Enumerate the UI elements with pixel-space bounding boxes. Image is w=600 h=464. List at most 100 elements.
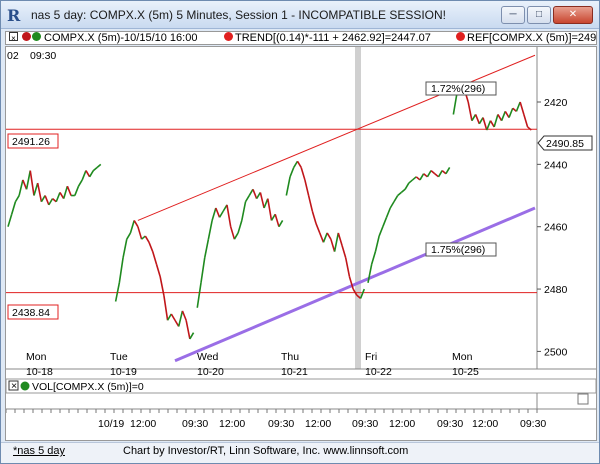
price-segment <box>144 235 150 243</box>
price-segment <box>382 217 388 228</box>
price-segment <box>263 198 269 209</box>
minimize-button[interactable]: ─ <box>501 6 525 24</box>
y-tick-label: 2480 <box>544 284 568 296</box>
price-segment <box>445 167 451 175</box>
price-segment <box>504 110 510 118</box>
price-segment <box>497 114 503 122</box>
price-segment <box>393 195 399 203</box>
price-segment <box>527 126 532 131</box>
trend-line <box>137 54 536 221</box>
x-axis-label: 09:30 <box>352 418 378 430</box>
y-tick-label: 2420 <box>544 97 568 109</box>
close-icon: ✕ <box>568 9 578 20</box>
price-segment <box>25 170 32 190</box>
price-segment <box>307 195 314 212</box>
price-segment <box>478 117 484 125</box>
price-segment <box>126 232 132 240</box>
price-segment <box>304 179 310 196</box>
lower-channel-annotation-text: 1.75%(296) <box>431 244 485 256</box>
price-segment <box>352 288 358 296</box>
price-segment <box>22 179 28 190</box>
price-segment <box>319 232 325 243</box>
price-segment <box>163 295 169 321</box>
price-segment <box>474 114 481 125</box>
day-label: Wed <box>197 351 219 363</box>
close-button[interactable]: ✕ <box>553 6 593 24</box>
date-label: 10-21 <box>281 366 308 378</box>
legend-main-series[interactable]: COMPX.X (5m)-10/15/10 16:00 <box>44 32 198 44</box>
price-segment <box>189 332 195 340</box>
price-segment <box>367 263 373 283</box>
trend-color-dot-icon <box>224 32 233 41</box>
top-time-label: 02 <box>7 50 19 62</box>
price-segment <box>515 101 521 112</box>
maximize-icon: □ <box>535 9 543 20</box>
volume-legend[interactable]: VOL[COMPX.X (5m)]=0 <box>32 381 144 393</box>
price-segment <box>18 179 24 196</box>
lower-ref-price-label: 2438.84 <box>7 304 59 320</box>
volume-close-box-icon[interactable] <box>8 380 19 391</box>
legend-ref[interactable]: REF[COMPX.X (5m)]=249 <box>467 32 597 44</box>
price-segment <box>133 220 139 228</box>
price-segment <box>389 201 395 209</box>
price-segment <box>300 167 306 181</box>
current-price-label: 2490.85 <box>537 135 593 151</box>
x-axis-label: 12:00 <box>389 418 415 430</box>
price-segment <box>408 179 414 184</box>
price-segment <box>226 204 232 227</box>
chart-credit: Chart by Investor/RT, Linn Software, Inc… <box>123 445 409 457</box>
date-label: 10-20 <box>197 366 224 378</box>
x-axis-label: 09:30 <box>182 418 208 430</box>
day-label: Mon <box>26 351 47 363</box>
price-segment <box>137 226 143 240</box>
price-segment <box>248 188 254 196</box>
price-segment <box>159 276 165 296</box>
x-axis-label: 12:00 <box>305 418 331 430</box>
price-chart[interactable]: 02 09:30 2500 2480 2460 2440 2420 2491.26 24… <box>5 47 597 440</box>
price-segment <box>55 192 61 203</box>
price-segment <box>36 182 43 202</box>
price-segment <box>259 192 265 209</box>
price-segment <box>44 195 50 206</box>
price-segment <box>215 207 221 218</box>
maximize-button[interactable]: □ <box>527 6 551 24</box>
price-segment <box>489 120 495 128</box>
legend-close-box-icon[interactable]: × <box>9 32 18 43</box>
date-label: 10-18 <box>26 366 53 378</box>
chart-area[interactable]: 02 09:30 2500 2480 2460 2440 2420 2491.26 24… <box>5 46 597 441</box>
price-segment <box>218 210 224 218</box>
day-label: Tue <box>110 351 128 363</box>
volume-color-dot-icon <box>20 381 30 391</box>
channel-lines <box>137 54 536 363</box>
price-segment <box>267 198 273 221</box>
price-segment <box>437 170 443 178</box>
volume-pane-close-icon[interactable] <box>577 393 589 405</box>
legend-trend[interactable]: TREND[(0.14)*-111 + 2462.92]=2447.07 <box>235 32 431 44</box>
price-segment <box>203 239 210 259</box>
price-segment <box>296 160 302 168</box>
price-segment <box>59 192 65 200</box>
price-segment <box>244 195 250 203</box>
price-segment <box>33 182 39 196</box>
y-tick-label: 2460 <box>544 222 568 234</box>
price-segment <box>359 288 366 299</box>
price-segment <box>285 176 291 196</box>
price-segment <box>151 251 158 265</box>
price-segment <box>333 232 340 252</box>
investor-rt-app-icon[interactable]: R <box>7 6 21 25</box>
status-bar: *nas 5 day Chart by Investor/RT, Linn So… <box>1 442 599 463</box>
price-segment <box>400 188 406 194</box>
price-segment <box>426 170 432 178</box>
price-segment <box>148 241 154 252</box>
date-label: 10-19 <box>110 366 137 378</box>
title-bar[interactable]: R nas 5 day: COMPX.X (5m) 5 Minutes, Ses… <box>1 1 599 29</box>
channel-line <box>174 206 536 363</box>
price-segment <box>255 192 262 200</box>
price-segment <box>270 213 276 221</box>
x-axis-labels: 10/19 12:00 09:30 12:00 09:30 12:00 09:3… <box>98 418 546 430</box>
chart-tab[interactable]: *nas 5 day <box>13 445 65 457</box>
price-segment <box>66 185 72 196</box>
price-segment <box>174 319 180 327</box>
price-segment <box>7 214 13 227</box>
price-segment <box>85 170 91 178</box>
